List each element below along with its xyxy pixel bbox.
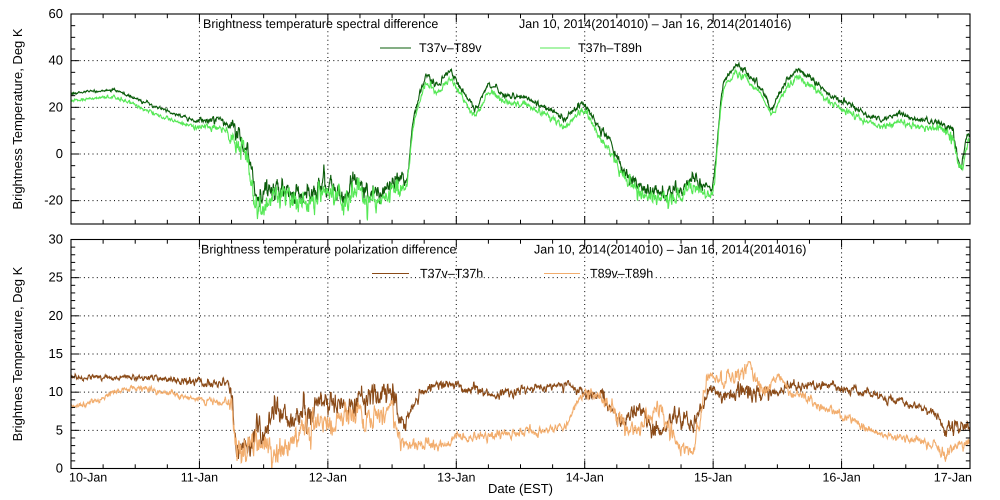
svg-text:T37v–T37h: T37v–T37h	[420, 267, 483, 281]
svg-text:60: 60	[49, 6, 63, 21]
svg-text:15: 15	[49, 346, 63, 361]
svg-text:Brightness temperature spectra: Brightness temperature spectral differen…	[203, 17, 438, 31]
svg-text:Jan 10, 2014(2014010) – Jan 16: Jan 10, 2014(2014010) – Jan 16, 2014(201…	[519, 17, 791, 31]
svg-text:-20: -20	[44, 193, 63, 208]
svg-text:11-Jan: 11-Jan	[181, 471, 218, 485]
svg-text:Date (EST): Date (EST)	[488, 481, 553, 496]
svg-text:12-Jan: 12-Jan	[309, 471, 347, 485]
svg-text:T89v–T89h: T89v–T89h	[590, 267, 653, 281]
svg-text:T37v–T89v: T37v–T89v	[419, 41, 482, 55]
svg-text:16-Jan: 16-Jan	[822, 471, 860, 485]
svg-text:30: 30	[49, 232, 63, 247]
svg-text:0: 0	[56, 146, 63, 161]
svg-text:20: 20	[49, 308, 63, 323]
svg-text:Brightness temperature polariz: Brightness temperature polarization diff…	[201, 243, 457, 257]
svg-text:T37h–T89h: T37h–T89h	[578, 41, 642, 55]
svg-text:5: 5	[56, 422, 63, 437]
svg-text:14-Jan: 14-Jan	[566, 471, 604, 485]
svg-text:Brightness Temperature, Deg K: Brightness Temperature, Deg K	[10, 28, 25, 209]
svg-text:Jan 10, 2014(2014010) – Jan 16: Jan 10, 2014(2014010) – Jan 16, 2014(201…	[534, 243, 806, 257]
svg-text:0: 0	[56, 461, 63, 476]
svg-text:20: 20	[49, 99, 63, 114]
svg-text:Brightnes Temperature, Deg K: Brightnes Temperature, Deg K	[10, 266, 25, 441]
svg-text:10: 10	[49, 384, 63, 399]
svg-text:40: 40	[49, 53, 63, 68]
svg-text:17-Jan: 17-Jan	[934, 471, 972, 485]
svg-text:15-Jan: 15-Jan	[694, 471, 732, 485]
svg-text:25: 25	[49, 270, 63, 285]
svg-text:10-Jan: 10-Jan	[69, 471, 107, 485]
svg-text:13-Jan: 13-Jan	[437, 471, 475, 485]
